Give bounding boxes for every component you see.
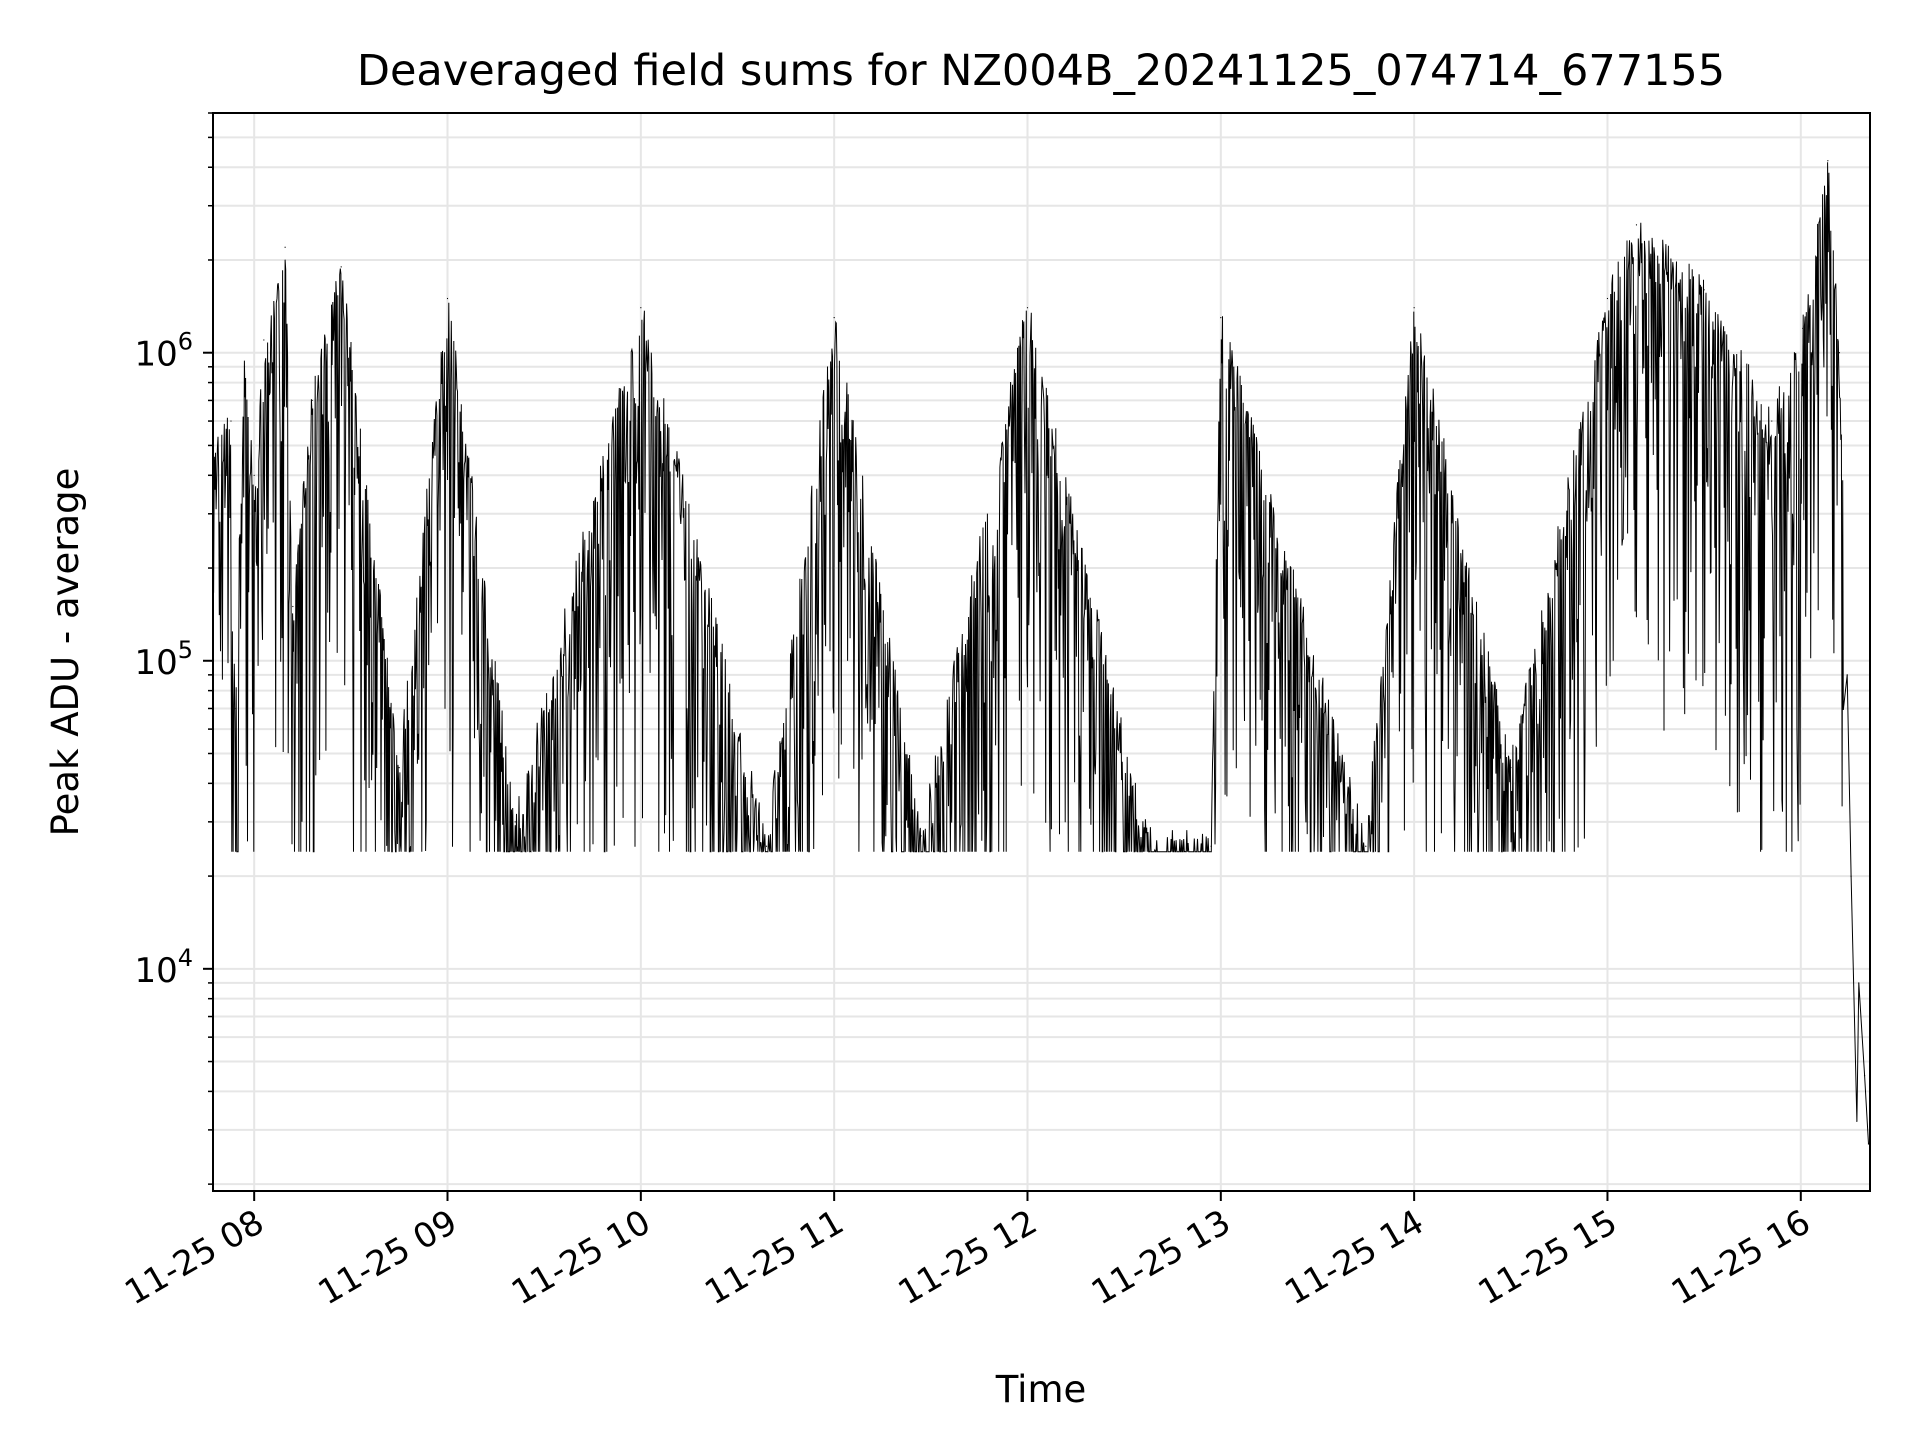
data-point (1838, 352, 1841, 354)
data-point (1856, 1120, 1858, 1122)
data-point (1026, 307, 1029, 309)
y-axis-label: Peak ADU - average (44, 468, 87, 837)
data-point (1210, 845, 1212, 847)
data-point (514, 821, 516, 823)
data-point (1413, 307, 1415, 309)
data-point (765, 845, 768, 847)
data-point (1846, 674, 1848, 676)
data-point (446, 297, 449, 300)
data-point (833, 317, 835, 319)
data-point (311, 399, 313, 402)
data-point (1142, 830, 1145, 832)
data-point (1863, 1075, 1866, 1077)
y-tick-exponent: 5 (178, 636, 193, 664)
data-point (263, 339, 265, 341)
data-point (230, 420, 232, 422)
series-line (212, 162, 1869, 1145)
data-point (1510, 766, 1512, 769)
data-point (1850, 875, 1852, 877)
chart-title: Deaveraged field sums for NZ004B_2024112… (357, 46, 1725, 96)
data-point (1220, 317, 1222, 319)
data-point (1867, 1143, 1870, 1145)
data-point (1635, 224, 1638, 226)
y-tick-base: 10 (134, 335, 177, 375)
series-layer (212, 160, 1870, 1145)
y-tick-exponent: 4 (178, 944, 193, 972)
y-tick-label: 105 (134, 636, 193, 683)
data-point (284, 246, 286, 248)
data-point (1827, 160, 1829, 162)
data-point (640, 307, 642, 309)
y-tick-label: 106 (134, 328, 193, 375)
data-point (1771, 420, 1773, 422)
data-point (253, 474, 255, 476)
y-tick-exponent: 6 (178, 328, 193, 356)
plot-frame (212, 112, 1871, 1192)
data-point (234, 707, 236, 710)
data-point (340, 266, 342, 268)
data-point (1802, 327, 1804, 329)
data-point (292, 605, 294, 608)
data-point (1365, 845, 1367, 847)
data-point (920, 835, 922, 837)
y-tick-label: 104 (134, 944, 193, 991)
data-point (1858, 982, 1860, 984)
data-point (398, 766, 400, 769)
data-point (1703, 289, 1705, 291)
y-tick-base: 10 (134, 951, 177, 991)
y-tick-base: 10 (134, 643, 177, 683)
data-point (1606, 297, 1609, 300)
data-point (243, 366, 246, 368)
x-axis-label: Time (995, 1368, 1087, 1411)
